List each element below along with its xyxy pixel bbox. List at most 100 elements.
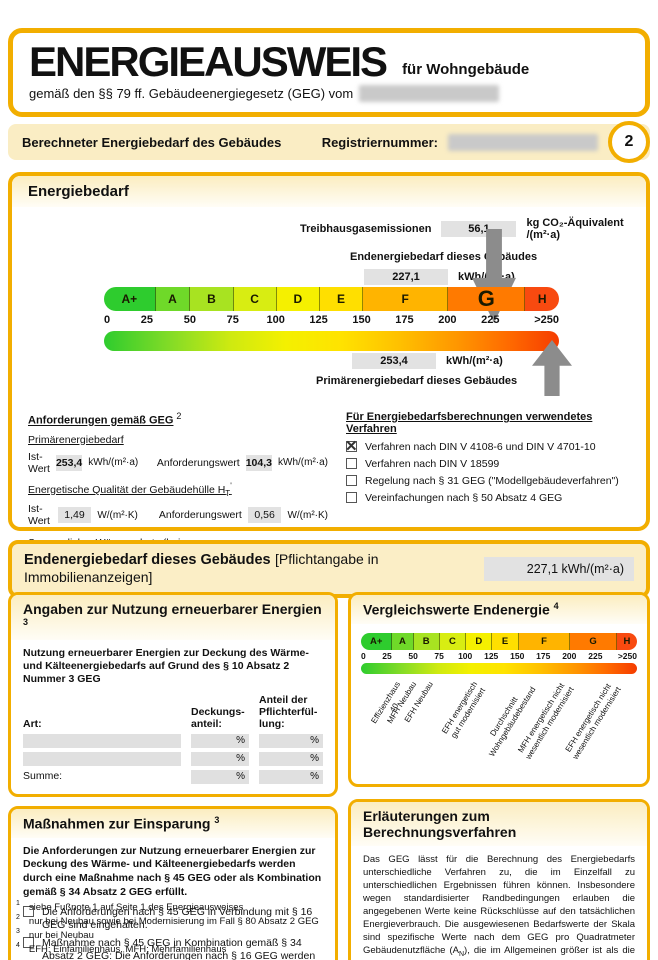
box-title: Maßnahmen zur Einsparung: [23, 815, 211, 832]
ghg-value: 56,1: [441, 221, 517, 237]
ghg-label: Treibhausgasemissionen: [300, 223, 432, 235]
scale-ticks: 0 25 50 75 100 125 150 175 200 225 >250: [104, 311, 559, 331]
col-header-deckungsanteil: Deckungs- anteil:: [191, 706, 245, 731]
scale-class-g: G: [570, 632, 617, 650]
anf-label: Anforderungswert: [158, 509, 242, 522]
scale-tick: >250: [534, 314, 559, 326]
scale-tick: 150: [352, 314, 371, 326]
scale-class-e: E: [319, 287, 364, 311]
page-number-badge: 2: [608, 121, 650, 163]
banner-value: 227,1 kWh/(m²·a): [484, 557, 634, 581]
primary-energy-label: Primärenergiebedarf dieses Gebäudes: [316, 375, 518, 387]
anteil-input-row2[interactable]: %: [259, 752, 323, 767]
scale-class-label: F: [401, 292, 409, 306]
scale-tick: 125: [309, 314, 328, 326]
section-vergleichswerte: Vergleichswerte Endenergie 4 A+ A B C D …: [348, 592, 650, 787]
deckung-input-row1[interactable]: %: [191, 734, 249, 749]
scale-class-label: D: [293, 292, 303, 306]
checkbox-label: Regelung nach § 31 GEG ("Modellgebäudeve…: [365, 475, 619, 488]
scale-class-b: B: [413, 632, 440, 650]
scale-class-label: G: [477, 287, 495, 311]
checkbox-anforderungen-45-16[interactable]: [23, 906, 34, 918]
huelle-anf-value: 0,56: [247, 507, 282, 524]
scale-tick: 50: [183, 314, 196, 326]
energy-scale: A+ A B C D E F G H 0 25 50 75 100 125: [104, 287, 559, 351]
law-reference: gemäß den §§ 79 ff. Gebäudeenergiegesetz…: [29, 86, 354, 101]
scale-gradient-bar: [361, 662, 637, 674]
erneuerbare-intro: Nutzung erneuerbarer Energien zur Deckun…: [23, 646, 309, 685]
scale-class-aplus: A+: [104, 287, 156, 311]
scale-class-h: H: [616, 632, 637, 650]
box-title: Angaben zur Nutzung erneuerbarer Energie…: [23, 601, 322, 617]
subheader-title: Berechneter Energiebedarf des Gebäudes: [22, 134, 282, 150]
footnote-number: 3: [16, 928, 20, 935]
redacted-registry-number: [448, 133, 598, 151]
footnote-ref: 2: [176, 411, 182, 421]
scale-tick: 175: [395, 314, 414, 326]
scale-tick: 200: [438, 314, 457, 326]
huelle-ist-unit: W/(m²·K): [97, 509, 138, 521]
checkbox-massnahme-kombination[interactable]: [23, 936, 34, 948]
comparison-scale: A+ A B C D E F G H 0 25: [361, 632, 637, 674]
deckung-input-row2[interactable]: %: [191, 752, 249, 767]
section-erlaeuterungen: Erläuterungen zum Berechnungsverfahren D…: [348, 798, 650, 960]
checkbox-label: Vereinfachungen nach § 50 Absatz 4 GEG: [365, 492, 563, 505]
comparison-labels: Effizienzhaus 40 MFH Neubau EFH Neubau E…: [361, 674, 637, 782]
huelle-ist-value: 1,49: [57, 507, 92, 524]
footnote-number: 1: [16, 900, 20, 907]
checkbox-vereinfachungen[interactable]: [346, 492, 357, 504]
footnote-ref: 3: [23, 617, 29, 627]
art-input-row1[interactable]: [23, 734, 181, 749]
scale-class-label: B: [207, 292, 216, 306]
scale-tick: 100: [266, 314, 285, 326]
scale-class-label: E: [336, 292, 345, 306]
section-title: Energiebedarf: [12, 176, 646, 207]
subheader-bar: Berechneter Energiebedarf des Gebäudes R…: [8, 121, 650, 163]
massnahmen-intro: Die Anforderungen zur Nutzung erneuerbar…: [23, 844, 322, 898]
scale-class-b: B: [190, 287, 234, 311]
endenergy-label: Endenergiebedarf dieses Gebäudes: [350, 251, 538, 263]
anforderungen-title: Anforderungen gemäß GEG: [28, 414, 174, 427]
scale-class-label: C: [250, 292, 259, 306]
scale-class-h: H: [525, 287, 559, 311]
scale-tick: 0: [104, 314, 111, 326]
checkbox-modellgebaeude[interactable]: [346, 475, 357, 487]
prim-ist-value: 253,4: [55, 454, 83, 471]
prim-ist-unit: kWh/(m²·a): [88, 457, 139, 468]
scale-class-d: D: [276, 287, 320, 311]
scale-class-c: C: [439, 632, 467, 650]
box-title: Erläuterungen zum Berechnungsverfahren: [351, 801, 647, 846]
scale-class-a: A: [155, 287, 191, 311]
banner-title: Endenergiebedarf dieses Gebäudes: [24, 552, 271, 568]
huelle-heading: Energetische Qualität der Gebäudehülle H…: [28, 481, 232, 499]
scale-class-f: F: [363, 287, 449, 311]
section-energiebedarf: Energiebedarf Treibhausgasemissionen 56,…: [8, 172, 650, 561]
comparison-label: EFH energetisch gut modernisiert: [439, 679, 487, 740]
anteil-summe: %: [259, 770, 323, 785]
section-massnahmen: Maßnahmen zur Einsparung 3 Die Anforderu…: [8, 806, 338, 960]
checkbox-label: Verfahren nach DIN V 18599: [365, 458, 500, 471]
checkbox-label: Maßnahme nach § 45 GEG in Kombination ge…: [42, 936, 316, 960]
footnote-ref: 4: [553, 601, 559, 611]
primary-energy-unit: kWh/(m²·a): [446, 355, 503, 367]
banner-bracket: [Pflichtangabe in Immobilienanzeigen]: [24, 551, 379, 585]
scale-class-c: C: [233, 287, 277, 311]
box-title: Vergleichswerte Endenergie: [363, 601, 550, 618]
ist-label: Ist-Wert: [28, 503, 50, 528]
art-input-row2[interactable]: [23, 752, 181, 767]
deckung-summe: %: [191, 770, 249, 785]
anteil-input-row1[interactable]: %: [259, 734, 323, 749]
erneuerbare-table: Art: Deckungs- anteil: Anteil der Pflich…: [23, 694, 323, 785]
document-title: ENERGIEAUSWEIS: [29, 38, 388, 85]
scale-ticks: 0 25 50 75 100 125 150 175 200 225 >250: [361, 650, 637, 661]
checkbox-label: Verfahren nach DIN V 4108-6 und DIN V 47…: [365, 441, 596, 453]
col-header-pflichterfuellung: Anteil der Pflichterfül- lung:: [259, 694, 318, 731]
footnote-text: EFH: Einfamilienhaus, MFH: Mehrfamilienh…: [28, 944, 227, 955]
scale-class-aplus: A+: [361, 632, 393, 650]
scale-tick: 225: [481, 314, 500, 326]
checkbox-din-4108[interactable]: [345, 438, 358, 457]
footnotes: 1 siehe Fußnote 1 auf Seite 1 des Energie…: [16, 900, 319, 958]
primary-energy-value: 253,4: [352, 353, 436, 369]
checkbox-din-18599[interactable]: [346, 458, 357, 470]
